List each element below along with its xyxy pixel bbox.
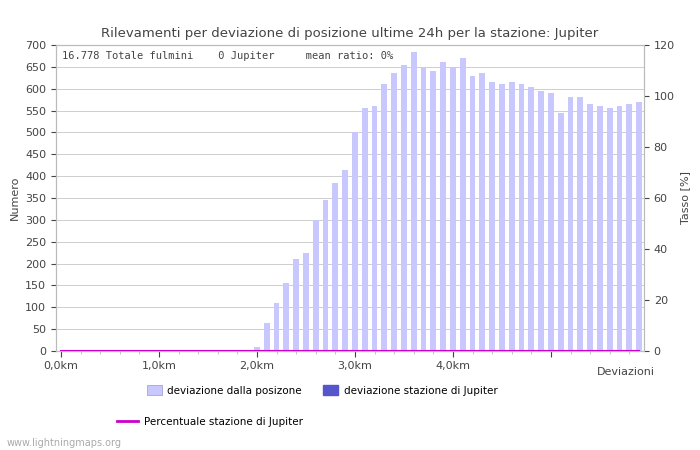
Text: 16.778 Totale fulmini    0 Jupiter     mean ratio: 0%: 16.778 Totale fulmini 0 Jupiter mean rat…: [62, 51, 393, 61]
Bar: [528, 86, 534, 351]
Bar: [587, 104, 593, 351]
Bar: [254, 346, 260, 351]
Bar: [293, 259, 299, 351]
Bar: [568, 98, 573, 351]
Bar: [391, 73, 397, 351]
Bar: [362, 108, 368, 351]
Bar: [519, 84, 524, 351]
Bar: [538, 91, 544, 351]
Bar: [382, 84, 387, 351]
Bar: [342, 170, 348, 351]
Bar: [352, 132, 358, 351]
Bar: [421, 67, 426, 351]
Bar: [264, 323, 270, 351]
Bar: [636, 102, 642, 351]
Bar: [284, 283, 289, 351]
Bar: [313, 220, 319, 351]
Bar: [558, 113, 564, 351]
Bar: [411, 52, 416, 351]
Bar: [274, 303, 279, 351]
Text: Deviazioni: Deviazioni: [596, 367, 654, 377]
Bar: [548, 93, 554, 351]
Bar: [323, 200, 328, 351]
Title: Rilevamenti per deviazione di posizione ultime 24h per la stazione: Jupiter: Rilevamenti per deviazione di posizione …: [102, 27, 598, 40]
Bar: [509, 82, 514, 351]
Legend: Percentuale stazione di Jupiter: Percentuale stazione di Jupiter: [113, 413, 307, 431]
Legend: deviazione dalla posizone, deviazione stazione di Jupiter: deviazione dalla posizone, deviazione st…: [142, 381, 502, 400]
Bar: [617, 106, 622, 351]
Bar: [607, 108, 612, 351]
Bar: [626, 104, 632, 351]
Bar: [332, 183, 338, 351]
Y-axis label: Numero: Numero: [10, 176, 20, 220]
Bar: [303, 252, 309, 351]
Bar: [401, 65, 407, 351]
Bar: [440, 63, 446, 351]
Bar: [480, 73, 485, 351]
Y-axis label: Tasso [%]: Tasso [%]: [680, 171, 690, 225]
Bar: [578, 98, 583, 351]
Text: www.lightningmaps.org: www.lightningmaps.org: [7, 438, 122, 448]
Bar: [499, 84, 505, 351]
Bar: [470, 76, 475, 351]
Bar: [460, 58, 466, 351]
Bar: [489, 82, 495, 351]
Bar: [372, 106, 377, 351]
Bar: [597, 106, 603, 351]
Bar: [430, 71, 436, 351]
Bar: [450, 67, 456, 351]
